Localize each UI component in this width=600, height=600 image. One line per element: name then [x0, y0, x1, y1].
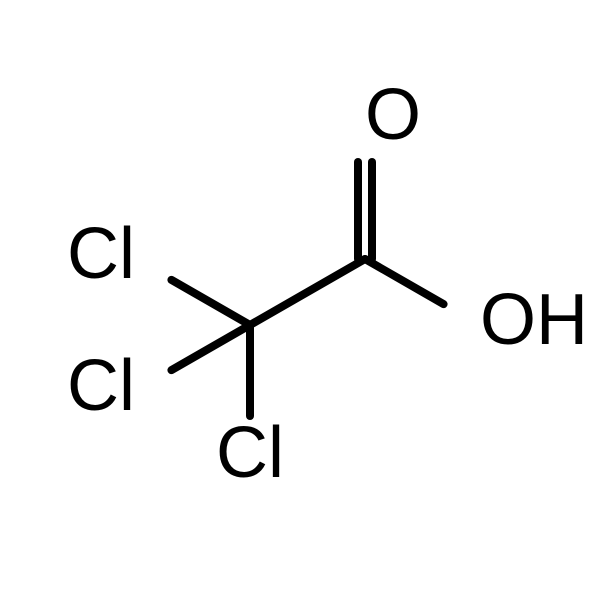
- atom-label-oh: OH: [480, 280, 588, 360]
- molecule-diagram: O OH Cl Cl Cl: [0, 0, 600, 600]
- bond: [365, 259, 444, 304]
- bond: [171, 325, 250, 370]
- bonds-layer: [171, 162, 443, 416]
- atom-label-cl: Cl: [67, 346, 135, 426]
- bond: [171, 280, 250, 325]
- atom-label-o: O: [365, 75, 421, 155]
- atom-label-cl: Cl: [216, 413, 284, 493]
- atom-label-cl: Cl: [67, 214, 135, 294]
- bond: [250, 259, 365, 325]
